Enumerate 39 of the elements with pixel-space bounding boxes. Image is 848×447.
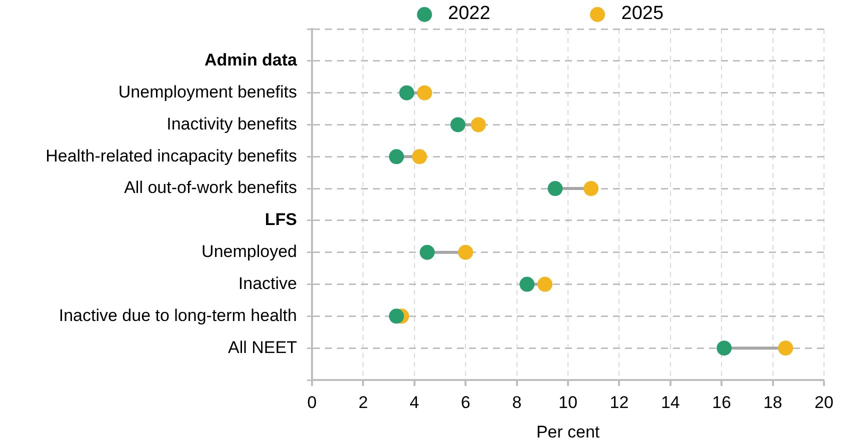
point [537, 276, 552, 292]
x-tick-label: 16 [712, 392, 732, 412]
point [450, 117, 466, 132]
point [388, 308, 404, 324]
x-tick-label: 14 [660, 392, 680, 412]
y-tick-label: Admin data [204, 50, 298, 70]
point [548, 181, 563, 196]
y-tick-label: Inactive [238, 274, 297, 293]
legend-label: 2025 [621, 2, 664, 26]
y-tick-label: Unemployment benefits [118, 82, 297, 102]
x-tick-label: 12 [610, 392, 629, 412]
y-tick-label: LFS [264, 210, 297, 230]
point [420, 244, 435, 260]
point [520, 276, 535, 292]
point [778, 340, 794, 356]
point [388, 149, 404, 164]
y-tick-label: Inactivity benefits [166, 114, 297, 134]
x-tick-label: 20 [814, 392, 834, 412]
x-tick-label: 4 [410, 392, 420, 412]
x-tick-label: 0 [307, 392, 317, 412]
x-tick-label: 18 [763, 392, 782, 412]
x-tick-label: 6 [460, 392, 470, 412]
point [470, 117, 486, 132]
point [417, 85, 432, 100]
point [716, 340, 732, 356]
point [399, 85, 414, 100]
y-tick-label: Inactive due to long-term health [58, 306, 297, 325]
point [584, 181, 599, 196]
y-tick-label: Unemployed [202, 242, 297, 262]
x-axis-title: Per cent [536, 422, 600, 442]
x-tick-label: 2 [358, 392, 368, 412]
point [458, 244, 474, 260]
legend-label: 2022 [448, 2, 490, 26]
point [412, 149, 428, 164]
x-tick-label: 8 [512, 392, 522, 412]
x-tick-label: 10 [558, 392, 578, 412]
y-tick-label: All NEET [228, 338, 297, 357]
y-tick-label: Health-related incapacity benefits [46, 146, 297, 166]
y-tick-label: All out-of-work benefits [124, 178, 297, 198]
